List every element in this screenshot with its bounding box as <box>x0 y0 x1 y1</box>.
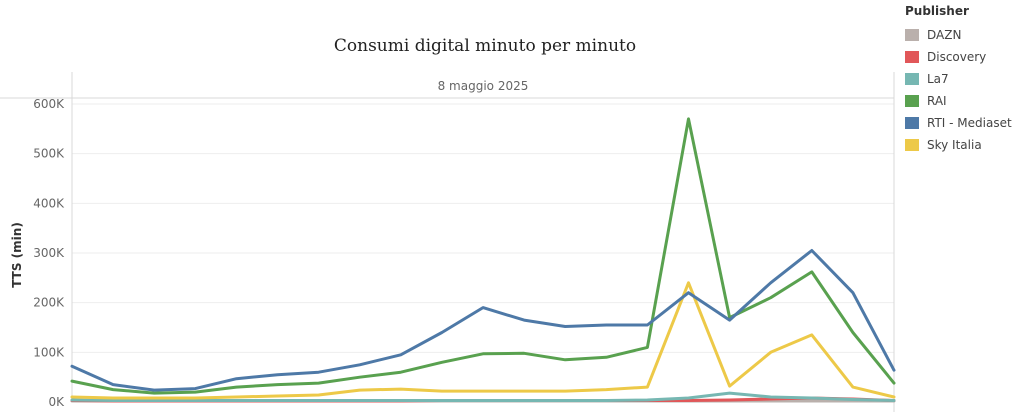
y-tick-label: 300K <box>33 246 65 260</box>
legend-item-discovery[interactable]: Discovery <box>905 46 1024 68</box>
legend-label: La7 <box>927 72 949 86</box>
y-tick-label: 400K <box>33 196 65 210</box>
legend-item-dazn[interactable]: DAZN <box>905 24 1024 46</box>
legend-item-la7[interactable]: La7 <box>905 68 1024 90</box>
legend-label: RAI <box>927 94 947 108</box>
y-axis-label: TTS (min) <box>10 222 24 288</box>
y-tick-label: 0K <box>48 395 65 409</box>
series-line-rti-mediaset <box>70 249 896 392</box>
legend-label: RTI - Mediaset <box>927 116 1012 130</box>
legend-item-rai[interactable]: RAI <box>905 90 1024 112</box>
y-tick-label: 500K <box>33 147 65 161</box>
series-lines <box>70 117 896 403</box>
legend-swatch <box>905 139 919 151</box>
legend-swatch <box>905 95 919 107</box>
chart-date-header: 8 maggio 2025 <box>438 79 529 93</box>
legend-label: DAZN <box>927 28 962 42</box>
chart-title: Consumi digital minuto per minuto <box>333 36 637 56</box>
legend-swatch <box>905 29 919 41</box>
grid-lines <box>72 103 894 403</box>
series-line-sky-italia <box>70 281 896 400</box>
chart-plot: 8 maggio 2025 0K 100K 200K 300K 400K 500K 600K… <box>0 72 896 412</box>
legend-item-sky-italia[interactable]: Sky Italia <box>905 134 1024 156</box>
legend-swatch <box>905 117 919 129</box>
y-tick-label: 200K <box>33 296 65 310</box>
series-line-la7 <box>70 391 896 402</box>
y-tick-label: 100K <box>33 345 65 359</box>
legend-label: Discovery <box>927 50 987 64</box>
legend-item-rti-mediaset[interactable]: RTI - Mediaset <box>905 112 1024 134</box>
y-tick-label: 600K <box>33 97 65 111</box>
legend-title: Publisher <box>905 4 969 18</box>
chart-header-band <box>72 72 894 98</box>
legend-swatch <box>905 51 919 63</box>
legend-swatch <box>905 73 919 85</box>
legend-label: Sky Italia <box>927 138 982 152</box>
legend: Publisher DAZN Discovery La7 RAI RTI - Media… <box>905 4 1024 156</box>
series-line-rai <box>70 117 896 395</box>
